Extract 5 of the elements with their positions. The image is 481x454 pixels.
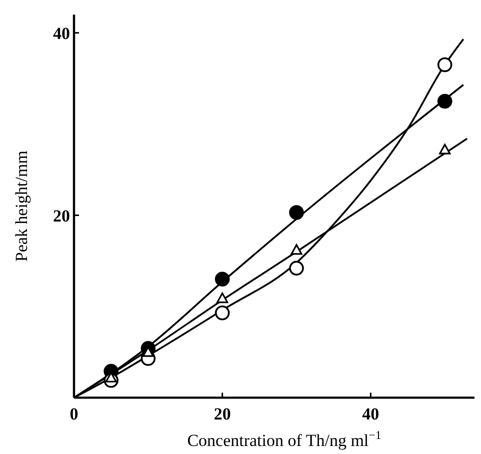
y-axis-title: Peak height/mm: [12, 150, 31, 262]
x-axis-title: Concentration of Th/ng ml$^{−1}$: [187, 428, 382, 450]
x-tick-label: 40: [362, 404, 380, 424]
x-tick-label: 20: [214, 404, 231, 424]
x-tick-label: 0: [70, 404, 78, 424]
